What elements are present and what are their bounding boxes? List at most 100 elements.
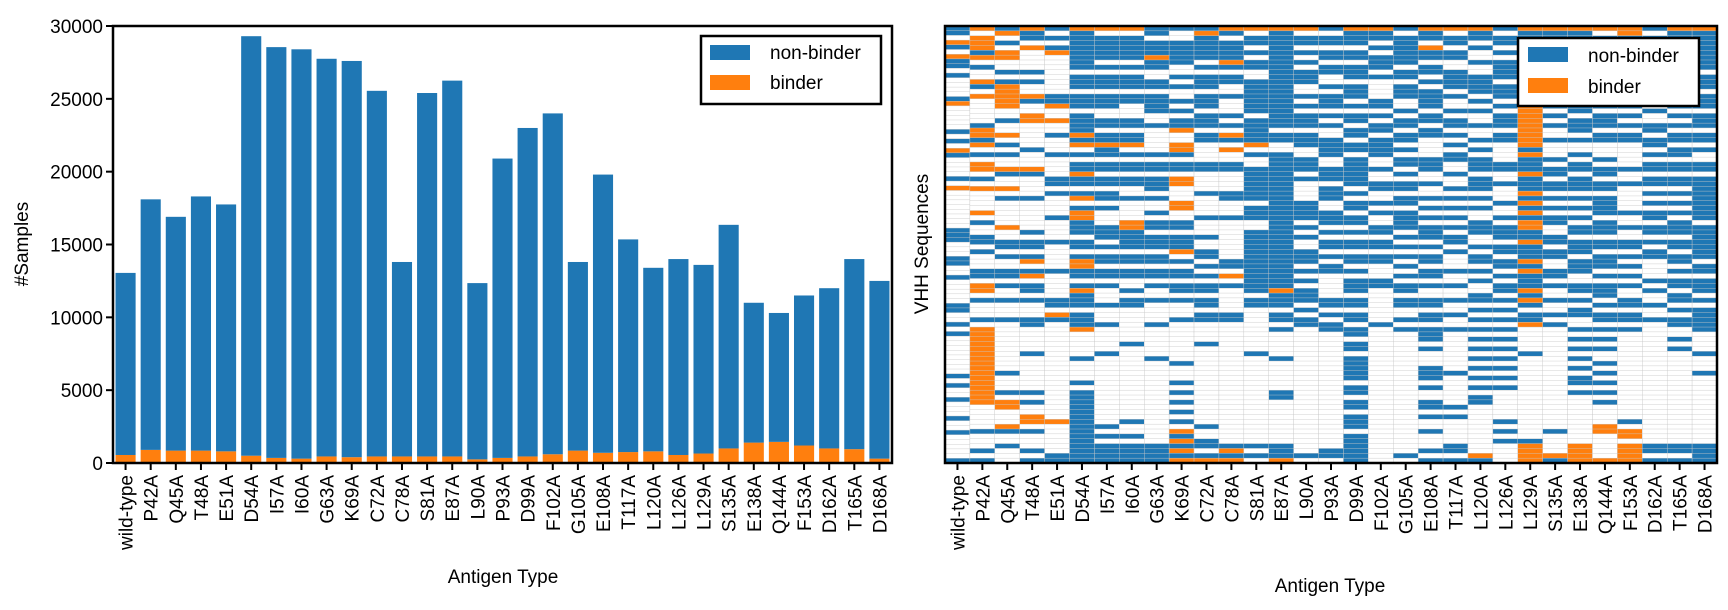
heatmap-cell: [944, 204, 971, 210]
heatmap-cell: [1343, 176, 1369, 182]
heatmap-cell: [1617, 448, 1643, 454]
heatmap-cell: [1492, 239, 1518, 245]
heatmap-cell: [1168, 351, 1195, 357]
heatmap-cell: [1119, 35, 1145, 41]
heatmap-cell: [1442, 137, 1469, 143]
heatmap-cell: [1119, 84, 1145, 90]
heatmap-cell: [1691, 355, 1718, 362]
heatmap-cell: [1318, 351, 1344, 357]
heatmap-cell: [1144, 346, 1170, 352]
heatmap-cell: [1094, 239, 1120, 245]
heatmap-cell: [1119, 326, 1145, 333]
heatmap-cell: [1318, 380, 1344, 386]
heatmap-cell: [1293, 210, 1319, 216]
heatmap-cell: [1642, 152, 1668, 158]
heatmap-cell: [1492, 336, 1518, 343]
heatmap-cell: [1393, 122, 1419, 129]
heatmap-cell: [1666, 380, 1693, 386]
heatmap-cell: [1343, 190, 1369, 197]
heatmap-cell: [1318, 142, 1344, 148]
heatmap-cell: [1492, 351, 1518, 357]
heatmap-cell: [1243, 302, 1269, 309]
heatmap-cell: [1542, 268, 1568, 275]
bar-non-binder-wild-type: [115, 272, 136, 455]
heatmap-cell: [1044, 254, 1070, 260]
heatmap-cell: [1318, 297, 1344, 304]
heatmap-cell: [1567, 365, 1593, 372]
heatmap-cell: [1019, 409, 1045, 415]
heatmap-x-tick-label: E108A: [1422, 475, 1443, 532]
heatmap-cell: [969, 200, 996, 207]
heatmap-cell: [1492, 113, 1518, 119]
heatmap-cell: [1343, 181, 1369, 187]
heatmap-cell: [1019, 244, 1045, 250]
heatmap-cell: [1193, 414, 1220, 420]
heatmap-cell: [1119, 152, 1145, 158]
heatmap-cell: [1268, 166, 1294, 173]
heatmap-cell: [1542, 443, 1568, 449]
bar-binder-L126A: [668, 454, 689, 463]
heatmap-cell: [1193, 74, 1220, 80]
heatmap-cell: [1343, 385, 1369, 391]
heatmap-cell: [1442, 331, 1469, 338]
bar-non-binder-G105A: [567, 261, 588, 451]
heatmap-cell: [1368, 127, 1394, 134]
heatmap-cell: [1318, 389, 1344, 396]
heatmap-cell: [1119, 210, 1145, 216]
heatmap-cell: [1617, 171, 1643, 177]
heatmap-cell: [1617, 244, 1643, 250]
heatmap-cell: [1168, 142, 1195, 148]
heatmap-cell: [1268, 181, 1294, 187]
heatmap-cell: [1069, 312, 1095, 318]
heatmap-cell: [1542, 409, 1568, 415]
heatmap-cell: [1417, 292, 1444, 299]
heatmap-cell: [1666, 404, 1693, 410]
heatmap-cell: [1069, 292, 1095, 299]
heatmap-cell: [1218, 239, 1245, 245]
heatmap-cell: [1044, 98, 1070, 105]
heatmap-cell: [1218, 122, 1245, 129]
heatmap-cell: [1343, 321, 1369, 328]
bar-y-tick-label: 25000: [50, 90, 103, 111]
heatmap-cell: [1193, 35, 1220, 41]
heatmap-cell: [1691, 113, 1718, 119]
heatmap-cell: [1019, 394, 1045, 401]
heatmap-cell: [1293, 239, 1319, 245]
heatmap-cell: [1567, 404, 1593, 410]
heatmap-cell: [1193, 190, 1220, 197]
heatmap-x-axis-ticks: wild-type P42A Q45A T48A E51A D54A I57A I60A G63…: [948, 463, 1717, 551]
heatmap-cell: [1617, 443, 1643, 449]
heatmap-cell: [1268, 414, 1294, 420]
heatmap-cell: [1492, 273, 1518, 279]
heatmap-cell: [1293, 108, 1319, 114]
heatmap-cell: [1119, 385, 1145, 391]
heatmap-cell: [1542, 307, 1568, 313]
heatmap-cell: [1467, 79, 1494, 85]
bar-non-binder-E138A: [743, 302, 764, 443]
heatmap-cell: [944, 218, 971, 224]
heatmap-cell: [1642, 385, 1668, 391]
heatmap-cell: [1168, 302, 1195, 309]
heatmap-cell: [1617, 317, 1643, 323]
heatmap-cell: [1218, 292, 1245, 299]
heatmap-cell: [1094, 351, 1120, 357]
heatmap-cell: [1318, 190, 1344, 197]
heatmap-cell: [1218, 278, 1245, 284]
heatmap-cell: [1442, 419, 1469, 425]
heatmap-cell: [1666, 224, 1693, 231]
heatmap-cell: [1119, 443, 1145, 449]
heatmap-cell: [1517, 176, 1543, 182]
heatmap-cell: [1393, 152, 1419, 158]
heatmap-cell: [1218, 166, 1245, 173]
heatmap-cell: [1218, 171, 1245, 177]
heatmap-cell: [1393, 336, 1419, 343]
heatmap-cell: [1691, 448, 1718, 454]
heatmap-cell: [1617, 288, 1643, 294]
heatmap-cell: [1368, 423, 1394, 430]
heatmap-cell: [1318, 98, 1344, 105]
heatmap-cell: [1467, 409, 1494, 415]
heatmap-cell: [1666, 147, 1693, 153]
heatmap-cell: [1019, 200, 1045, 207]
heatmap-cell: [1393, 54, 1419, 61]
heatmap-cell: [1691, 30, 1718, 37]
